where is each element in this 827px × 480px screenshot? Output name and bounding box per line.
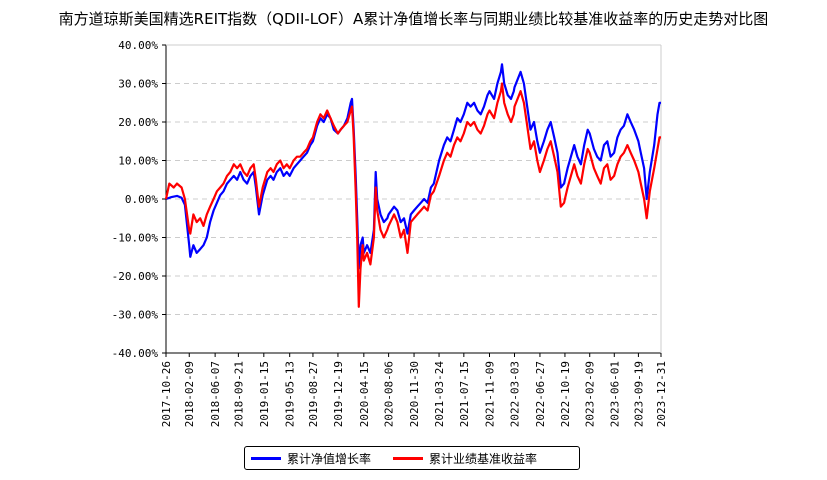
x-tick-label: 2023-02-09 [584, 361, 597, 427]
x-tick-label: 2023-12-31 [655, 361, 668, 427]
axes [162, 44, 662, 357]
y-tick-label: -10.00% [112, 232, 159, 245]
y-tick-label: 40.00% [118, 39, 158, 52]
legend-item-nav: 累计净值增长率 [251, 450, 371, 467]
y-tick-label: -40.00% [112, 347, 159, 360]
x-tick-label: 2020-08-06 [383, 361, 396, 427]
x-tick-label: 2019-08-27 [307, 361, 320, 427]
x-tick-label: 2021-11-09 [483, 361, 496, 427]
x-tick-label: 2022-06-27 [534, 361, 547, 427]
x-tick-label: 2020-04-15 [358, 361, 371, 427]
x-tick-label: 2018-06-07 [209, 361, 222, 427]
x-tick-label: 2019-12-19 [332, 361, 345, 427]
x-tick-label: 2018-09-21 [232, 361, 245, 427]
legend-swatch-benchmark [393, 456, 424, 460]
x-tick-label: 2021-03-24 [433, 361, 446, 428]
x-tick-label: 2022-03-03 [508, 361, 521, 427]
y-tick-label: -30.00% [112, 309, 159, 322]
legend-label-nav: 累计净值增长率 [287, 451, 372, 466]
y-tick-label: -20.00% [112, 270, 159, 283]
x-tick-label: 2017-10-26 [160, 361, 173, 427]
x-tick-label: 2020-11-30 [408, 361, 421, 427]
series-line-benchmark [164, 82, 661, 308]
y-tick-label: 30.00% [118, 78, 158, 91]
y-tick-label: 10.00% [118, 155, 158, 168]
legend-label-benchmark: 累计业绩基准收益率 [429, 451, 538, 466]
x-tick-labels: 2017-10-26 2018-02-09 2018-06-07 2018-09-21… [160, 361, 668, 428]
y-tick-label: 20.00% [118, 116, 158, 129]
grid-lines [166, 83, 661, 315]
series-lines [164, 63, 661, 308]
legend-swatch-nav [251, 456, 281, 460]
x-tick-label: 2019-05-13 [284, 361, 297, 427]
chart-title: 南方道琼斯美国精选REIT指数（QDII-LOF）A累计净值增长率与同期业绩比较… [58, 10, 769, 28]
legend: 累计净值增长率 累计业绩基准收益率 [244, 446, 580, 470]
x-tick-label: 2019-01-15 [258, 361, 271, 427]
y-tick-labels: 40.00% 30.00% 20.00% 10.00% 0.00% -10.00% -20.… [112, 39, 159, 360]
x-tick-label: 2022-10-19 [559, 361, 572, 427]
x-tick-label: 2018-02-09 [183, 361, 196, 427]
legend-item-benchmark: 累计业绩基准收益率 [393, 450, 537, 467]
x-tick-label: 2023-06-01 [608, 361, 621, 427]
x-tick-label: 2021-07-15 [458, 361, 471, 427]
y-tick-label: 0.00% [125, 193, 158, 206]
x-tick-label: 2023-09-19 [632, 361, 645, 427]
